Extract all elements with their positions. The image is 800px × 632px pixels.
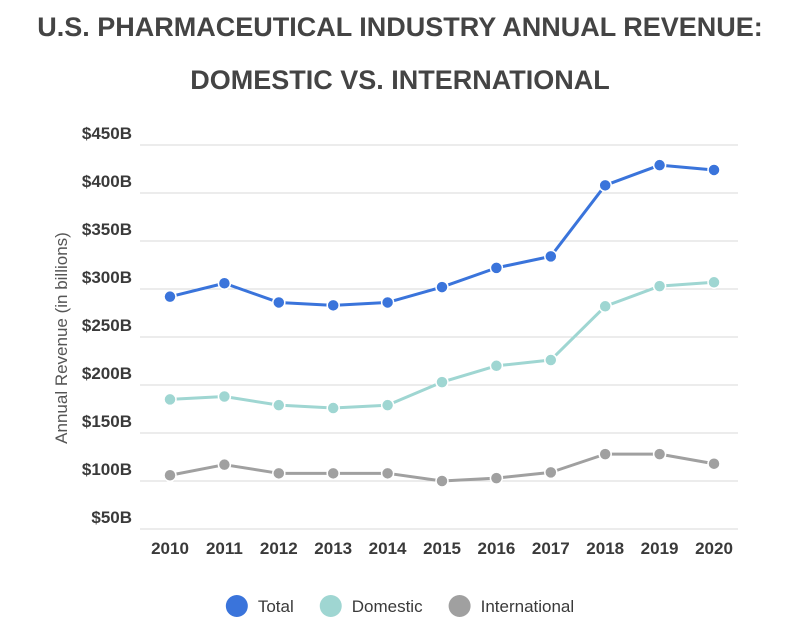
x-tick-label: 2020 bbox=[695, 539, 733, 558]
x-tick-label: 2016 bbox=[477, 539, 515, 558]
chart-title: U.S. PHARMACEUTICAL INDUSTRY ANNUAL REVE… bbox=[37, 12, 763, 42]
data-point-total bbox=[326, 298, 340, 313]
gridlines bbox=[140, 144, 738, 530]
y-axis-ticks: $450B $400B $350B $300B $250B $200B $150B $100B… bbox=[82, 124, 132, 527]
x-tick-label: 2010 bbox=[151, 539, 189, 558]
chart-subtitle: DOMESTIC VS. INTERNATIONAL bbox=[190, 65, 610, 95]
y-tick-label: $300B bbox=[82, 268, 132, 287]
x-tick-label: 2013 bbox=[314, 539, 352, 558]
data-point-total bbox=[489, 261, 504, 275]
y-tick-label: $200B bbox=[82, 364, 132, 383]
x-tick-label: 2015 bbox=[423, 539, 461, 558]
series-total bbox=[163, 158, 721, 313]
data-point-domestic bbox=[652, 279, 667, 293]
data-point-total bbox=[217, 276, 232, 290]
x-tick-label: 2019 bbox=[641, 539, 679, 558]
data-point-domestic bbox=[380, 398, 395, 412]
x-tick-label: 2017 bbox=[532, 539, 570, 558]
series-domestic bbox=[163, 275, 721, 415]
series-line-domestic bbox=[168, 280, 716, 410]
data-point-international bbox=[652, 447, 667, 461]
legend-marker-international bbox=[448, 595, 471, 617]
y-tick-label: $400B bbox=[82, 172, 132, 191]
data-point-domestic bbox=[217, 389, 232, 404]
y-tick-label: $350B bbox=[82, 220, 132, 239]
data-point-international bbox=[163, 468, 177, 482]
legend: Total Domestic International bbox=[225, 595, 575, 617]
data-point-total bbox=[380, 295, 395, 310]
legend-marker-total bbox=[225, 595, 248, 617]
data-point-international bbox=[326, 466, 340, 481]
data-point-international bbox=[435, 474, 449, 488]
data-point-total bbox=[435, 280, 449, 294]
x-axis-ticks: 2010 2011 2012 2013 2014 2015 2016 2017 2018 2019… bbox=[151, 539, 733, 558]
x-tick-label: 2012 bbox=[260, 539, 298, 558]
data-point-domestic bbox=[707, 275, 721, 290]
data-point-domestic bbox=[598, 299, 612, 314]
data-point-international bbox=[489, 471, 504, 485]
data-point-domestic bbox=[326, 401, 340, 415]
x-tick-label: 2018 bbox=[586, 539, 624, 558]
data-point-international bbox=[598, 447, 612, 461]
data-point-domestic bbox=[163, 392, 177, 407]
y-tick-label: $450B bbox=[82, 124, 132, 143]
legend-marker-domestic bbox=[319, 595, 342, 617]
data-point-international bbox=[707, 456, 721, 471]
x-tick-label: 2011 bbox=[206, 539, 243, 558]
data-point-total bbox=[707, 163, 721, 177]
data-point-international bbox=[380, 466, 395, 481]
legend-label-total: Total bbox=[258, 597, 294, 616]
data-point-international bbox=[217, 457, 232, 472]
data-point-total bbox=[163, 289, 177, 304]
data-point-total bbox=[598, 178, 612, 193]
series-lines bbox=[163, 158, 721, 488]
y-axis-label: Annual Revenue (in billions) bbox=[52, 232, 71, 444]
legend-label-international: International bbox=[481, 597, 575, 616]
series-international bbox=[163, 447, 721, 488]
y-tick-label: $50B bbox=[91, 508, 132, 527]
legend-label-domestic: Domestic bbox=[352, 597, 423, 616]
data-point-total bbox=[544, 249, 558, 264]
data-point-domestic bbox=[489, 359, 504, 373]
data-point-international bbox=[544, 465, 558, 480]
data-point-domestic bbox=[272, 398, 286, 412]
data-point-total bbox=[652, 158, 667, 172]
data-point-domestic bbox=[435, 375, 449, 389]
data-point-domestic bbox=[544, 353, 558, 367]
y-tick-label: $150B bbox=[82, 412, 132, 431]
data-point-international bbox=[272, 466, 286, 481]
x-tick-label: 2014 bbox=[369, 539, 407, 558]
y-tick-label: $250B bbox=[82, 316, 132, 335]
y-tick-label: $100B bbox=[82, 460, 132, 479]
data-point-total bbox=[272, 295, 286, 310]
